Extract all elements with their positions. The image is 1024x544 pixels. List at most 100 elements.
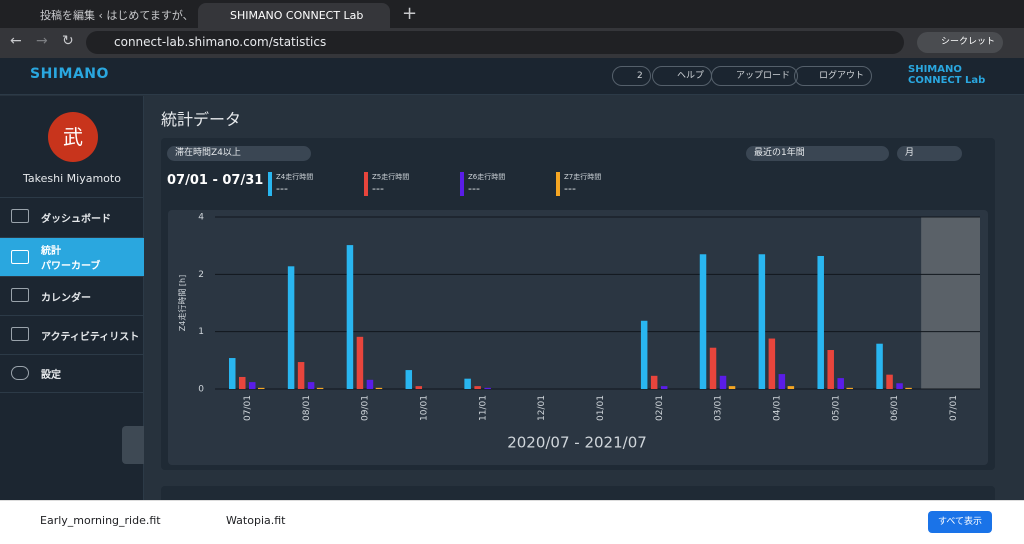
- period-select[interactable]: 最近の1年間: [746, 146, 889, 161]
- unit-select[interactable]: 月: [897, 146, 962, 161]
- bar: [788, 386, 795, 389]
- x-axis-label: 2020/07 - 2021/07: [507, 434, 647, 452]
- legend-swatch: [364, 172, 368, 196]
- x-tick-label: 12/01: [537, 395, 547, 421]
- bar: [886, 375, 893, 389]
- x-tick-label: 08/01: [302, 395, 312, 421]
- help-button[interactable]: ヘルプ: [652, 66, 712, 86]
- summary-value: ---: [468, 182, 480, 195]
- menu-label: 統計: [41, 242, 144, 257]
- bar: [357, 337, 364, 389]
- x-tick-label: 07/01: [243, 395, 253, 421]
- collapse-button[interactable]: [122, 426, 144, 464]
- brand-top: SHIMANO: [908, 64, 985, 75]
- x-tick-label: 03/01: [714, 395, 724, 421]
- menu-label: アクティビティリスト: [41, 328, 144, 343]
- menu-icon: [11, 250, 29, 264]
- summary-value: ---: [372, 182, 384, 195]
- download-item[interactable]: Early_morning_ride.fit: [40, 514, 161, 527]
- page-title: 統計データ: [161, 106, 241, 130]
- bar: [769, 339, 776, 389]
- legend-label: Z5走行時間: [372, 172, 409, 182]
- bar: [229, 358, 236, 389]
- x-tick-label: 11/01: [478, 395, 488, 421]
- nav-back[interactable]: ←: [10, 33, 22, 49]
- x-tick-label: 02/01: [655, 395, 665, 421]
- menu-icon: [11, 288, 29, 302]
- legend-swatch: [460, 172, 464, 196]
- filter-select[interactable]: 滞在時間Z4以上: [167, 146, 311, 161]
- browser-tab[interactable]: 投稿を編集 ‹ はじめてますが、40代か: [8, 3, 194, 28]
- bar: [876, 344, 883, 389]
- bar: [837, 378, 844, 389]
- brand-bottom: CONNECT Lab: [908, 75, 985, 86]
- y-tick-label: 0: [198, 385, 204, 395]
- bar: [464, 379, 471, 389]
- legend-swatch: [268, 172, 272, 196]
- bar: [308, 382, 315, 389]
- menu-label: 設定: [41, 366, 144, 381]
- logout-button[interactable]: ログアウト: [794, 66, 872, 86]
- y-tick-label: 4: [198, 213, 204, 223]
- bar: [376, 388, 383, 389]
- x-tick-label: 09/01: [361, 395, 371, 421]
- avatar[interactable]: 武: [48, 112, 98, 162]
- nav-reload[interactable]: ↻: [62, 33, 74, 49]
- bar: [817, 256, 824, 389]
- show-all-button[interactable]: すべて表示: [928, 511, 992, 533]
- legend-label: Z7走行時間: [564, 172, 601, 182]
- user-name: Takeshi Miyamoto: [0, 172, 144, 185]
- bar: [317, 388, 324, 389]
- browser-tab-active[interactable]: SHIMANO CONNECT Lab: [198, 3, 390, 28]
- legend-label: Z6走行時間: [468, 172, 505, 182]
- profile-button[interactable]: シークレット: [917, 32, 1003, 53]
- x-tick-label: 04/01: [773, 395, 783, 421]
- url-field[interactable]: connect-lab.shimano.com/statistics: [86, 31, 904, 54]
- menu-label: カレンダー: [41, 289, 144, 304]
- bar: [484, 388, 491, 389]
- y-tick-label: 1: [198, 327, 204, 337]
- x-tick-label: 01/01: [596, 395, 606, 421]
- bar: [474, 386, 481, 389]
- x-tick-label: 05/01: [831, 395, 841, 421]
- brand-logo: SHIMANO CONNECT Lab: [908, 64, 985, 86]
- current-period-shade: [921, 217, 980, 389]
- bar: [239, 377, 246, 389]
- notification-button[interactable]: 2: [612, 66, 651, 86]
- bar: [905, 388, 912, 389]
- summary-item: Z7走行時間---: [556, 172, 646, 196]
- summary-value: ---: [276, 182, 288, 195]
- menu-label: パワーカーブ: [41, 257, 144, 272]
- bar: [779, 374, 786, 389]
- bar: [710, 348, 717, 389]
- new-tab-button[interactable]: +: [402, 3, 417, 24]
- summary-item: Z5走行時間---: [364, 172, 454, 196]
- summary-value: ---: [564, 182, 576, 195]
- y-axis-label: Z4走行時間 [h]: [177, 275, 187, 331]
- bar: [896, 383, 903, 389]
- x-tick-label: 10/01: [419, 395, 429, 421]
- x-tick-label: 06/01: [890, 395, 900, 421]
- x-tick-label: 07/01: [949, 395, 959, 421]
- bar: [416, 386, 423, 389]
- bar: [641, 321, 648, 389]
- bar: [827, 350, 834, 389]
- bar: [298, 362, 305, 389]
- bar: [249, 382, 256, 389]
- bar: [846, 388, 853, 389]
- bar: [759, 254, 766, 389]
- legend-label: Z4走行時間: [276, 172, 313, 182]
- summary-item: Z6走行時間---: [460, 172, 550, 196]
- menu-label: ダッシュボード: [41, 210, 144, 225]
- y-tick-label: 2: [198, 270, 204, 280]
- chart: Z4走行時間 [h] 2020/07 - 2021/07 0 1 2 4 07/01 08…: [168, 210, 988, 465]
- upload-button[interactable]: アップロード: [711, 66, 798, 86]
- bar: [720, 376, 727, 389]
- legend-swatch: [556, 172, 560, 196]
- menu-icon: [11, 366, 29, 380]
- date-range: 07/01 - 07/31: [167, 173, 263, 188]
- logo[interactable]: SHIMANO: [30, 66, 109, 82]
- nav-forward[interactable]: →: [36, 33, 48, 49]
- download-item[interactable]: Watopia.fit: [226, 514, 285, 527]
